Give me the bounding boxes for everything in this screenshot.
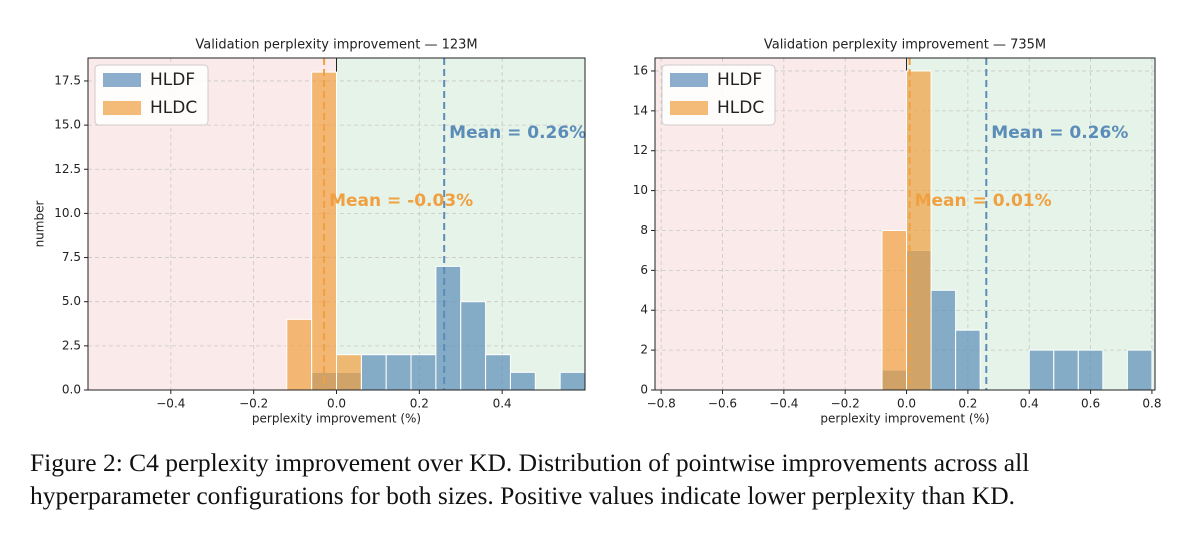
caption: Figure 2: C4 perplexity improvement over… xyxy=(30,448,1030,510)
legend-label: HLDC xyxy=(150,98,197,118)
y-tick-label: 8 xyxy=(640,223,648,237)
x-tick-label: 0.4 xyxy=(1020,397,1039,411)
y-tick-label: 15.0 xyxy=(54,118,81,132)
x-tick-label: 0.0 xyxy=(327,397,346,411)
bar xyxy=(1077,349,1104,391)
y-axis-label: number xyxy=(33,201,47,248)
bar xyxy=(559,371,586,391)
mean-annotation: Mean = 0.26% xyxy=(449,123,586,143)
x-tick-label: 0.0 xyxy=(897,397,916,411)
legend-label: HLDF xyxy=(150,70,195,90)
bar xyxy=(1053,349,1079,391)
chart-title: Validation perplexity improvement — 123M xyxy=(195,38,477,53)
bar xyxy=(906,70,932,391)
y-tick-label: 14 xyxy=(633,103,648,117)
bar xyxy=(1126,349,1153,391)
bar xyxy=(509,371,536,391)
x-tick-label: 0.2 xyxy=(410,397,429,411)
bar xyxy=(460,301,487,391)
plot-frame xyxy=(654,57,1156,391)
y-tick-label: 5.0 xyxy=(62,294,81,308)
mean-annotation: Mean = 0.26% xyxy=(991,123,1128,143)
plot-frame xyxy=(87,57,586,391)
y-tick-label: 10 xyxy=(633,183,648,197)
y-tick-label: 6 xyxy=(640,263,648,277)
y-tick-label: 10.0 xyxy=(54,206,81,220)
x-tick-label: 0.8 xyxy=(1142,397,1161,411)
x-tick-label: −0.2 xyxy=(831,397,860,411)
y-tick-label: 17.5 xyxy=(54,73,81,87)
x-tick-label: −0.8 xyxy=(647,397,676,411)
x-axis-label: perplexity improvement (%) xyxy=(252,412,421,426)
x-tick-label: 0.6 xyxy=(1081,397,1100,411)
legend-swatch xyxy=(103,73,141,87)
y-tick-label: 2.5 xyxy=(62,338,81,352)
x-tick-label: −0.4 xyxy=(156,397,185,411)
x-tick-label: −0.4 xyxy=(769,397,798,411)
mean-annotation: Mean = 0.01% xyxy=(915,191,1052,211)
x-axis-label: perplexity improvement (%) xyxy=(820,412,989,426)
y-tick-label: 0 xyxy=(640,383,648,397)
bar xyxy=(881,229,908,391)
bar xyxy=(485,354,511,391)
y-tick-label: 7.5 xyxy=(62,250,81,264)
bar xyxy=(286,318,313,391)
bar xyxy=(336,354,362,391)
x-tick-label: −0.6 xyxy=(708,397,737,411)
y-tick-label: 4 xyxy=(640,303,648,317)
legend-swatch xyxy=(670,73,708,87)
legend-swatch xyxy=(670,101,708,115)
figure: −0.4 −0.2 0.0 0.2 0.4 0.0 2.5 5.0 7.5 10.0 12.5 15.… xyxy=(33,38,1162,426)
legend-label: HLDF xyxy=(717,70,762,90)
legend-swatch xyxy=(103,101,141,115)
x-tick-label: −0.2 xyxy=(239,397,268,411)
bar xyxy=(385,354,412,391)
y-tick-label: 2 xyxy=(640,343,648,357)
y-tick-label: 16 xyxy=(633,63,648,77)
bar xyxy=(410,354,437,391)
y-tick-label: 12.5 xyxy=(54,162,81,176)
mean-annotation: Mean = -0.03% xyxy=(329,191,473,211)
y-tick-label: 0.0 xyxy=(62,383,81,397)
x-tick-label: 0.4 xyxy=(493,397,512,411)
bar xyxy=(930,289,957,391)
legend-label: HLDC xyxy=(717,98,764,118)
bar xyxy=(360,354,387,391)
x-tick-label: 0.2 xyxy=(958,397,977,411)
y-tick-label: 12 xyxy=(633,143,648,157)
bar xyxy=(435,265,462,391)
bar xyxy=(1028,349,1055,391)
bar xyxy=(955,329,981,391)
chart-title: Validation perplexity improvement — 735M xyxy=(764,38,1046,53)
